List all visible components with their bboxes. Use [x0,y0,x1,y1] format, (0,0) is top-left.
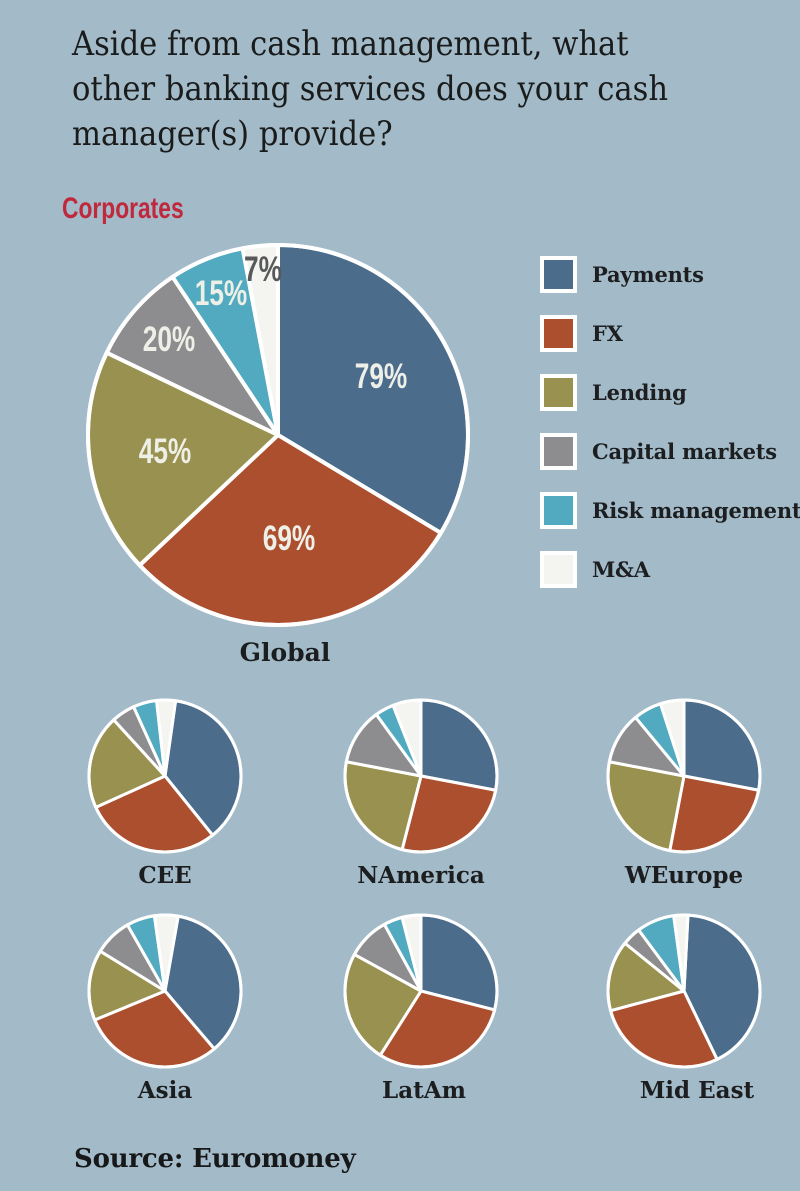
legend-item-lending: Lending [540,374,800,411]
pie-outline [87,913,243,1069]
legend-swatch [540,315,577,352]
pie-outline [87,698,243,854]
legend-label: Lending [592,380,687,405]
pie-namerica [340,695,502,857]
legend-swatch [540,374,577,411]
pie-title-cee: CEE [138,862,192,889]
title-line-1: Aside from cash management, what [72,24,629,64]
legend-swatch [540,492,577,529]
legend-swatch [540,256,577,293]
pie-outline [86,243,470,627]
legend-item-m-a: M&A [540,551,800,588]
pie-title-global: Global [239,638,331,667]
legend-label: Risk management [592,498,800,523]
pie-cee [84,695,246,857]
source-note: Source: Euromoney [74,1144,356,1174]
pie-title-mid-east: Mid East [639,1077,755,1104]
pie-title-weurope: WEurope [624,862,744,889]
title-line-3: manager(s) provide? [72,114,393,154]
pie-mid-east [603,910,765,1072]
legend-label: M&A [592,557,650,582]
pie-title-latam: LatAm [382,1077,466,1104]
legend-swatch [540,551,577,588]
legend-label: FX [592,321,623,346]
pie-outline [606,698,762,854]
pie-outline [606,913,762,1069]
pie-value-label-fx: 69% [262,518,316,558]
pie-asia [84,910,246,1072]
pie-global: 79% 69% 45% 20% 15% 7% [82,239,474,631]
legend-item-payments: Payments [540,256,800,293]
subtitle-corporates: Corporates [62,192,184,225]
pie-weurope [603,695,765,857]
pie-value-label-lending: 45% [139,432,192,472]
pie-title-asia: Asia [137,1077,193,1104]
legend-label: Capital markets [592,439,777,464]
pie-outline [343,913,499,1069]
pie-value-label-payments: 79% [354,357,407,396]
pie-value-label-risk-management: 15% [194,274,247,314]
pie-value-label-capital-markets: 20% [142,320,196,360]
legend-swatch [540,433,577,470]
legend-item-fx: FX [540,315,800,352]
legend: Payments FX Lending Capital markets Risk man… [540,256,800,610]
pie-title-namerica: NAmerica [357,862,485,889]
title-line-2: other banking services does your cash [72,69,669,109]
legend-item-risk-management: Risk management [540,492,800,529]
pie-value-label-m-a: 7% [243,250,282,290]
pie-outline [343,698,499,854]
legend-item-capital-markets: Capital markets [540,433,800,470]
page-title: Aside from cash management, what other b… [72,22,702,157]
legend-label: Payments [592,262,704,287]
pie-latam [340,910,502,1072]
